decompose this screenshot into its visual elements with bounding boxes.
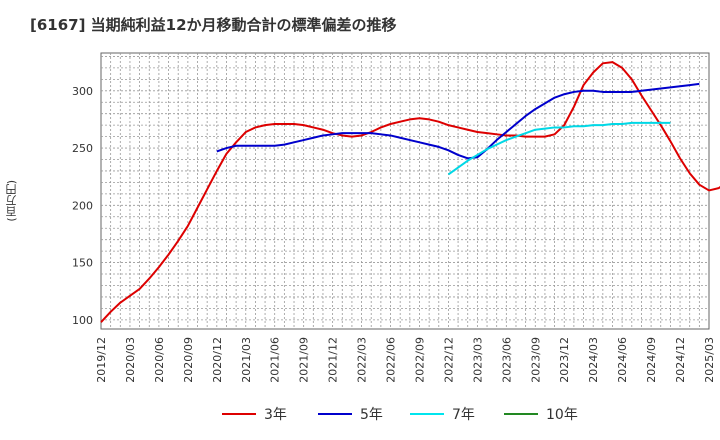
- chart-title: [6167] 当期純利益12か月移動合計の標準偏差の推移: [30, 16, 397, 34]
- x-tick-label: 2021/09: [298, 337, 311, 383]
- x-tick-label: 2024/03: [587, 337, 600, 383]
- x-tick-label: 2021/03: [240, 337, 253, 383]
- legend-swatch-3y: [222, 413, 256, 415]
- legend-item-5y[interactable]: 5年: [318, 402, 383, 426]
- x-tick-label: 2024/12: [674, 337, 687, 383]
- series-lines: [100, 61, 720, 323]
- x-tick-label: 2020/06: [153, 337, 166, 383]
- grid-lines: [101, 53, 709, 329]
- x-tick-label: 2022/09: [413, 337, 426, 383]
- legend-label-5y: 5年: [360, 407, 383, 423]
- legend-swatch-7y: [410, 413, 444, 415]
- x-tick-label: 2022/06: [385, 337, 398, 383]
- series-line-1: [216, 82, 700, 160]
- x-tick-label: 2020/12: [211, 337, 224, 383]
- y-tick-label: 150: [72, 257, 93, 270]
- y-tick-label: 300: [72, 85, 93, 98]
- legend-label-10y: 10年: [546, 407, 578, 423]
- legend-item-3y[interactable]: 3年: [222, 402, 287, 426]
- x-tick-label: 2020/03: [124, 337, 137, 383]
- legend: 3年 5年 7年 10年: [0, 402, 720, 426]
- x-tick-label: 2023/06: [500, 337, 513, 383]
- x-tick-label: 2023/03: [471, 337, 484, 383]
- plot-area: [100, 52, 710, 330]
- y-tick-label: 250: [72, 142, 93, 155]
- legend-item-7y[interactable]: 7年: [410, 402, 475, 426]
- legend-item-10y[interactable]: 10年: [504, 402, 578, 426]
- x-tick-labels: 2019/12 2020/03 2020/06 2020/09 2020/12 2021/…: [95, 337, 716, 383]
- y-tick-label: 100: [72, 314, 93, 327]
- x-tick-label: 2023/09: [529, 337, 542, 383]
- legend-label-7y: 7年: [452, 407, 475, 423]
- x-tick-label: 2025/03: [703, 337, 716, 383]
- x-tick-label: 2023/12: [558, 337, 571, 383]
- x-tick-label: 2021/12: [327, 337, 340, 383]
- legend-swatch-5y: [318, 413, 352, 415]
- x-tick-label: 2022/03: [356, 337, 369, 383]
- series-line-2: [447, 121, 671, 176]
- x-tick-label: 2019/12: [95, 337, 108, 383]
- legend-swatch-10y: [504, 413, 538, 415]
- x-tick-label: 2020/09: [182, 337, 195, 383]
- x-tick-label: 2024/06: [616, 337, 629, 383]
- y-tick-labels: 100 150 200 250 300: [72, 85, 93, 327]
- x-tick-label: 2024/09: [645, 337, 658, 383]
- y-tick-label: 200: [72, 199, 93, 212]
- legend-label-3y: 3年: [264, 407, 287, 423]
- x-tick-label: 2022/12: [442, 337, 455, 383]
- series-line-0: [100, 61, 720, 323]
- x-tick-label: 2021/06: [269, 337, 282, 383]
